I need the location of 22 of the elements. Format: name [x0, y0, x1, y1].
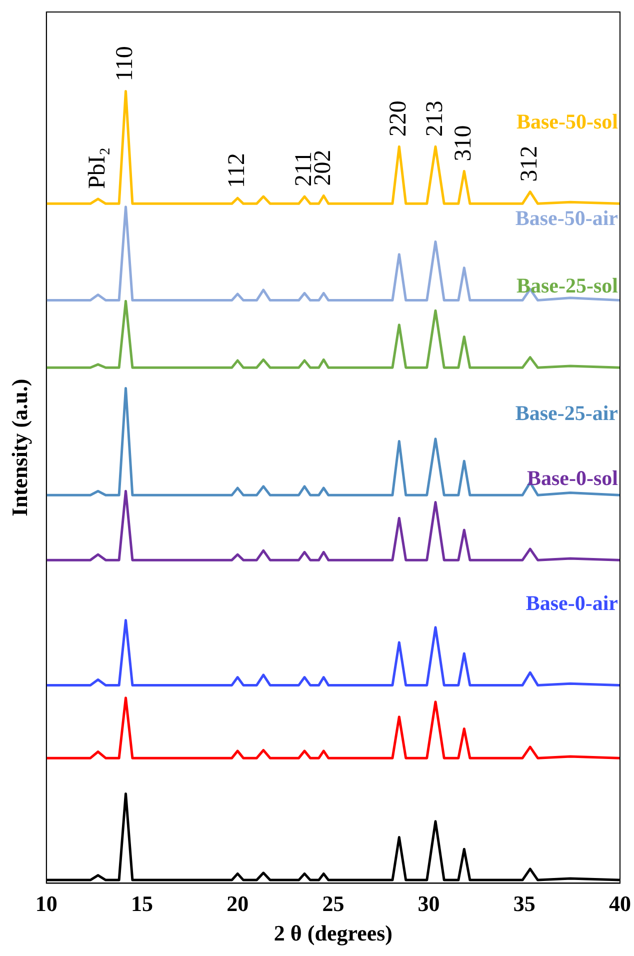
annotation: 312	[516, 146, 542, 182]
text: Base-50-sol	[516, 110, 618, 134]
x-tick-label: 10	[35, 891, 58, 916]
annotation: 110	[112, 46, 138, 82]
x-tick-label: 20	[226, 891, 249, 916]
text: Base-50-air	[515, 206, 618, 230]
x-tick-label: 15	[131, 891, 153, 916]
x-tick-label: 30	[418, 891, 440, 916]
annotation: 213	[422, 100, 448, 137]
text: Base-0-air	[526, 591, 618, 616]
y-axis-title: Intensity (a.u.)	[6, 378, 32, 516]
annotation: 112	[224, 153, 250, 188]
x-axis-title: 2 θ (degrees)	[274, 920, 392, 946]
x-tick-label: 25	[322, 891, 344, 916]
text: Base-0-sol	[527, 466, 618, 490]
x-tick-label: 35	[513, 891, 536, 916]
annotation: 220	[385, 100, 412, 137]
annotation: 310	[450, 125, 476, 162]
annotation: PbI₂	[84, 147, 110, 189]
text: Base-25-air	[515, 401, 618, 426]
text: Base-25-sol	[516, 274, 618, 298]
x-tick-label: 40	[609, 891, 631, 916]
